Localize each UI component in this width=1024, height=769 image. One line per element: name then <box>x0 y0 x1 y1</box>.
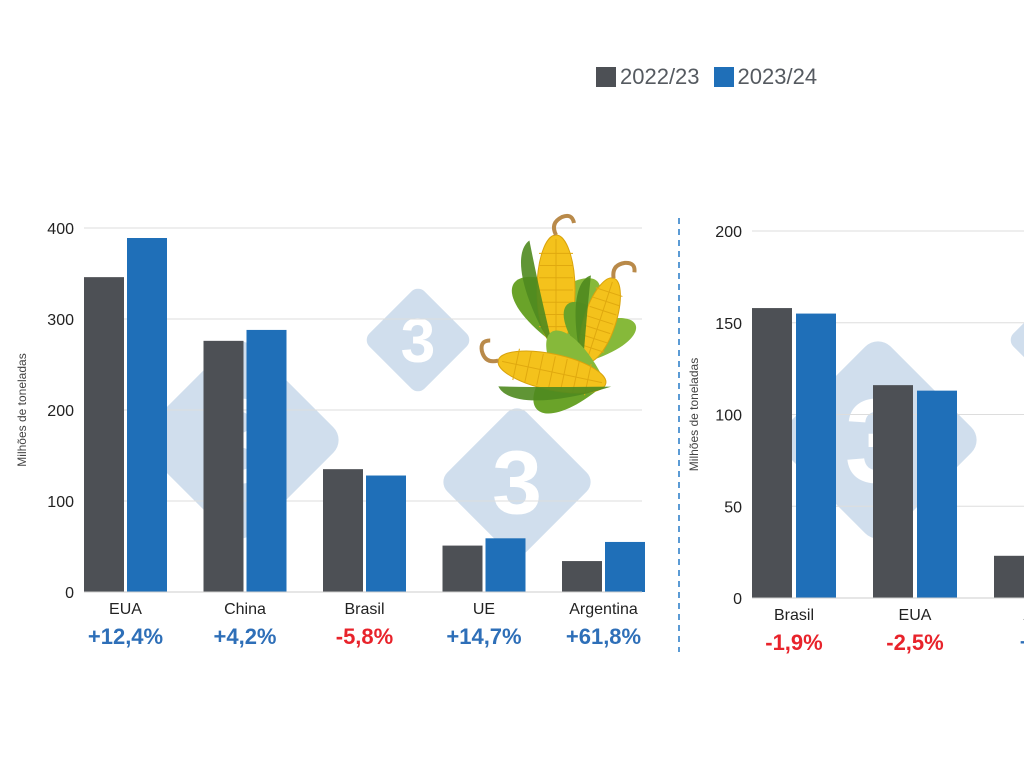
change-percent-label: +4,2% <box>214 624 277 649</box>
bar-2023-24 <box>127 238 167 592</box>
y-tick-label: 300 <box>47 312 74 329</box>
bar-2022-23 <box>442 545 483 592</box>
y-axis-title: Milhões de toneladas <box>15 353 29 466</box>
y-tick-label: 150 <box>715 316 742 333</box>
watermark-diamond: 3 <box>443 408 591 556</box>
bar-2023-24 <box>246 329 287 592</box>
legend-swatch-2023-24 <box>713 67 734 87</box>
y-tick-label: 100 <box>47 494 74 511</box>
legend-label-2023-24: 2023/24 <box>737 64 818 89</box>
x-tick-label: China <box>224 601 266 618</box>
watermark-diamond: 3 <box>366 288 470 392</box>
bar-2022-23 <box>203 340 244 592</box>
change-percent-label: -2,5% <box>886 630 943 655</box>
change-percent-label: -5,8% <box>336 624 393 649</box>
y-tick-label: 0 <box>733 591 742 608</box>
legend-swatch-2022-23 <box>596 67 616 87</box>
legend: 2022/23 2023/24 <box>596 64 817 90</box>
corn-cob <box>511 213 601 351</box>
legend-item-2023-24: 2023/24 <box>713 64 818 90</box>
y-axis-title: Milhões de toneladas <box>687 358 701 471</box>
change-percent-label: +12,4% <box>88 624 163 649</box>
x-tick-label: EUA <box>109 601 142 618</box>
bar-2023-24 <box>605 541 645 592</box>
x-tick-label: Brasil <box>774 607 814 624</box>
bar-2022-23 <box>323 469 363 592</box>
y-tick-label: 50 <box>724 499 742 516</box>
y-tick-label: 400 <box>47 221 74 238</box>
corn-illustration <box>479 213 637 414</box>
change-percent-label: +1( <box>1020 630 1024 655</box>
x-tick-label: Brasil <box>344 601 384 618</box>
bar-2023-24 <box>366 475 406 592</box>
bar-2022-23 <box>752 308 792 598</box>
watermark-diamond: 3 <box>1010 288 1024 392</box>
y-tick-label: 100 <box>715 408 742 425</box>
x-tick-label: Argentina <box>569 601 638 618</box>
corn-cob <box>563 260 637 367</box>
chart-right: 0 50 100 150 200 Milhões de toneladas Brasil -1… <box>687 224 1024 655</box>
x-tick-label: UE <box>473 601 495 618</box>
bar-2022-23 <box>562 561 602 592</box>
bar-2022-23 <box>994 555 1024 598</box>
y-tick-label: 200 <box>47 403 74 420</box>
chart-left: 0 100 200 300 400 Milhões de toneladas EUA +12,… <box>15 221 645 649</box>
y-tick-label: 200 <box>715 224 742 241</box>
svg-text:3: 3 <box>401 307 436 376</box>
legend-label-2022-23: 2022/23 <box>620 64 700 89</box>
bar-2023-24 <box>796 313 836 598</box>
bar-2022-23 <box>84 277 124 592</box>
change-percent-label: +14,7% <box>446 624 521 649</box>
change-percent-label: +61,8% <box>566 624 641 649</box>
corn-cob <box>479 330 612 414</box>
change-percent-label: -1,9% <box>765 630 822 655</box>
legend-item-2022-23: 2022/23 <box>596 64 700 90</box>
bar-2023-24 <box>917 390 957 598</box>
y-tick-label: 0 <box>65 585 74 602</box>
bar-2023-24 <box>485 538 526 592</box>
x-tick-label: EUA <box>899 607 932 624</box>
svg-text:3: 3 <box>492 432 542 532</box>
bar-2022-23 <box>873 385 913 598</box>
